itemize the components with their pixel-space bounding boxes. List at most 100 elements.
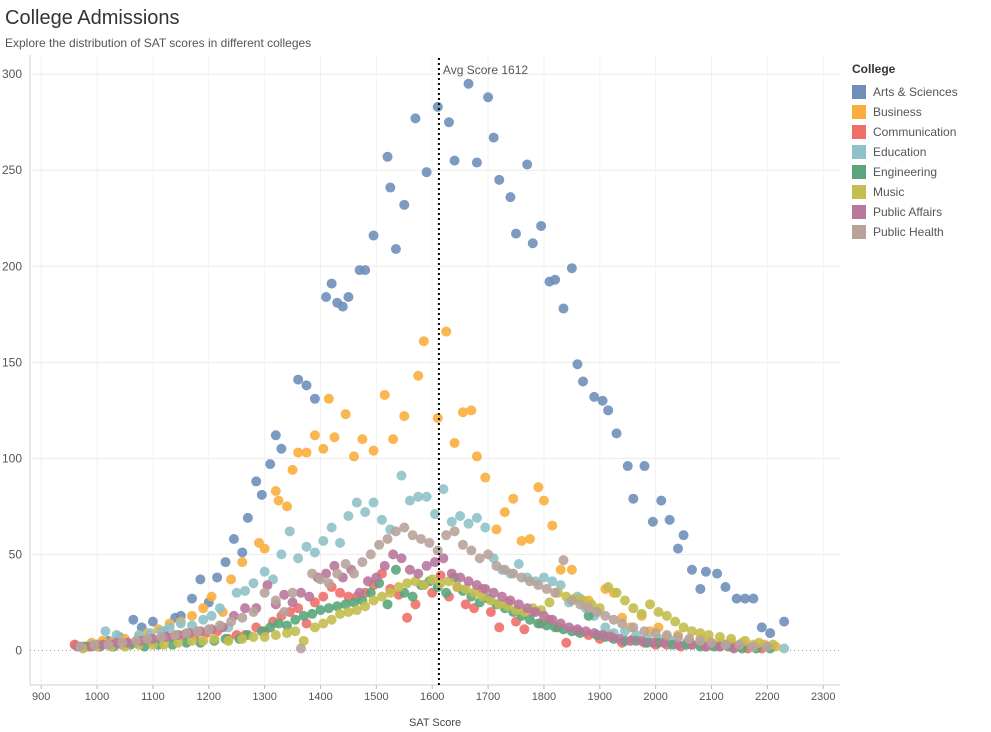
point-public-health[interactable] xyxy=(533,580,544,591)
point-public-health[interactable] xyxy=(600,610,611,621)
point-music[interactable] xyxy=(645,599,656,610)
point-business[interactable] xyxy=(516,535,527,546)
point-public-health[interactable] xyxy=(214,620,225,631)
point-engineering[interactable] xyxy=(407,591,418,602)
point-music[interactable] xyxy=(223,635,234,646)
point-public-affairs[interactable] xyxy=(404,564,415,575)
point-communication[interactable] xyxy=(561,637,572,648)
point-engineering[interactable] xyxy=(273,618,284,629)
point-business[interactable] xyxy=(457,407,468,418)
point-public-health[interactable] xyxy=(340,558,351,569)
point-education[interactable] xyxy=(206,610,217,621)
point-public-affairs[interactable] xyxy=(396,553,407,564)
point-education[interactable] xyxy=(276,549,287,560)
point-public-affairs[interactable] xyxy=(625,635,636,646)
point-public-health[interactable] xyxy=(639,626,650,637)
point-public-health[interactable] xyxy=(416,534,427,545)
point-public-affairs[interactable] xyxy=(455,572,466,583)
point-business[interactable] xyxy=(480,472,491,483)
point-arts-sciences[interactable] xyxy=(360,265,371,276)
point-public-affairs[interactable] xyxy=(421,560,432,571)
point-business[interactable] xyxy=(566,564,577,575)
point-public-affairs[interactable] xyxy=(636,635,647,646)
point-arts-sciences[interactable] xyxy=(536,220,547,231)
point-public-health[interactable] xyxy=(541,583,552,594)
point-arts-sciences[interactable] xyxy=(128,614,139,625)
point-public-health[interactable] xyxy=(650,628,661,639)
point-arts-sciences[interactable] xyxy=(410,113,421,124)
point-public-affairs[interactable] xyxy=(304,591,315,602)
point-public-affairs[interactable] xyxy=(488,587,499,598)
point-arts-sciences[interactable] xyxy=(368,230,379,241)
point-arts-sciences[interactable] xyxy=(603,405,614,416)
point-public-affairs[interactable] xyxy=(240,603,251,614)
point-public-health[interactable] xyxy=(608,614,619,625)
point-education[interactable] xyxy=(619,626,630,637)
point-arts-sciences[interactable] xyxy=(522,159,533,170)
point-public-affairs[interactable] xyxy=(446,568,457,579)
point-public-health[interactable] xyxy=(295,643,306,654)
point-business[interactable] xyxy=(399,411,410,422)
point-public-health[interactable] xyxy=(424,537,435,548)
point-public-health[interactable] xyxy=(734,639,745,650)
point-music[interactable] xyxy=(714,631,725,642)
point-music[interactable] xyxy=(695,628,706,639)
point-communication[interactable] xyxy=(402,612,413,623)
point-education[interactable] xyxy=(471,512,482,523)
point-arts-sciences[interactable] xyxy=(421,167,432,178)
point-public-affairs[interactable] xyxy=(505,595,516,606)
legend-item-communication[interactable]: Communication xyxy=(852,122,958,142)
point-public-affairs[interactable] xyxy=(354,587,365,598)
point-public-health[interactable] xyxy=(374,539,385,550)
point-music[interactable] xyxy=(653,607,664,618)
point-arts-sciences[interactable] xyxy=(700,566,711,577)
point-arts-sciences[interactable] xyxy=(779,616,790,627)
point-arts-sciences[interactable] xyxy=(678,530,689,541)
point-public-health[interactable] xyxy=(524,576,535,587)
point-education[interactable] xyxy=(396,470,407,481)
point-music[interactable] xyxy=(494,599,505,610)
legend-item-education[interactable]: Education xyxy=(852,142,958,162)
point-education[interactable] xyxy=(326,522,337,533)
point-arts-sciences[interactable] xyxy=(488,132,499,143)
point-music[interactable] xyxy=(435,578,446,589)
point-arts-sciences[interactable] xyxy=(578,376,589,387)
point-education[interactable] xyxy=(779,643,790,654)
point-arts-sciences[interactable] xyxy=(664,514,675,525)
point-communication[interactable] xyxy=(410,599,421,610)
point-business[interactable] xyxy=(287,464,298,475)
point-public-health[interactable] xyxy=(483,549,494,560)
point-public-health[interactable] xyxy=(248,607,259,618)
point-public-health[interactable] xyxy=(365,549,376,560)
point-public-affairs[interactable] xyxy=(379,560,390,571)
point-arts-sciences[interactable] xyxy=(647,516,658,527)
point-education[interactable] xyxy=(513,558,524,569)
point-arts-sciences[interactable] xyxy=(558,303,569,314)
point-education[interactable] xyxy=(404,495,415,506)
point-public-health[interactable] xyxy=(720,639,731,650)
point-public-affairs[interactable] xyxy=(388,549,399,560)
point-communication[interactable] xyxy=(318,591,329,602)
point-engineering[interactable] xyxy=(382,599,393,610)
point-public-health[interactable] xyxy=(89,639,100,650)
point-public-health[interactable] xyxy=(192,626,203,637)
point-public-health[interactable] xyxy=(706,637,717,648)
point-music[interactable] xyxy=(427,574,438,585)
point-communication[interactable] xyxy=(301,618,312,629)
point-education[interactable] xyxy=(301,541,312,552)
point-public-affairs[interactable] xyxy=(547,614,558,625)
point-education[interactable] xyxy=(368,497,379,508)
point-music[interactable] xyxy=(281,628,292,639)
point-communication[interactable] xyxy=(485,607,496,618)
point-business[interactable] xyxy=(491,524,502,535)
point-education[interactable] xyxy=(248,578,259,589)
point-music[interactable] xyxy=(248,631,259,642)
point-business[interactable] xyxy=(555,564,566,575)
point-public-health[interactable] xyxy=(349,568,359,579)
point-arts-sciences[interactable] xyxy=(321,292,332,303)
point-education[interactable] xyxy=(259,566,270,577)
point-arts-sciences[interactable] xyxy=(511,228,521,239)
point-music[interactable] xyxy=(619,595,630,606)
point-business[interactable] xyxy=(524,534,535,545)
point-arts-sciences[interactable] xyxy=(639,461,650,472)
